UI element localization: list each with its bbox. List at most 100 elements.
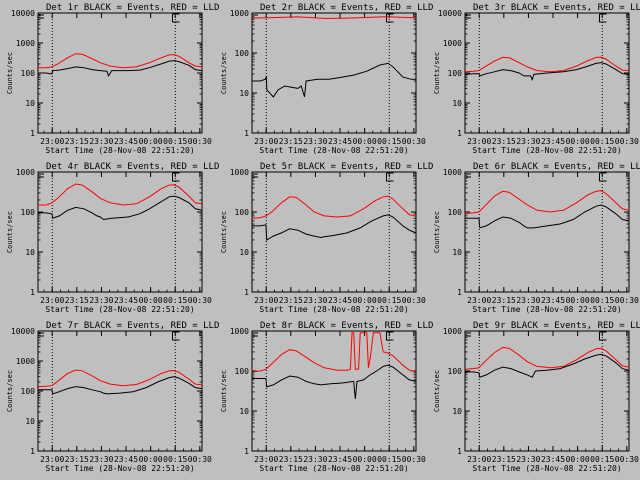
panel-det-7r: Det 7r BLACK = Events, RED = LLD 1 10 100 10…: [6, 321, 219, 473]
series-line-lld: [464, 346, 630, 370]
series-line-events: [38, 376, 203, 395]
x-tick-label: 23:15: [492, 296, 516, 305]
y-tick-label: 10: [239, 407, 249, 416]
y-axis-label: Counts/sec: [220, 52, 228, 94]
x-tick-label: 00:15: [590, 137, 614, 146]
x-axis-label: Start Time (28-Nov-08 22:51:20): [45, 305, 194, 314]
series-line-lld: [464, 56, 630, 73]
series-line-lld: [38, 53, 203, 69]
x-tick-label: 00:15: [163, 296, 187, 305]
x-tick-label: 00:15: [377, 296, 401, 305]
x-tick-label: 00:30: [188, 137, 212, 146]
x-tick-label: 23:30: [303, 137, 327, 146]
x-tick-label: 23:00: [467, 137, 491, 146]
panel-det-4r: Det 4r BLACK = Events, RED = LLD 1 10 100 10…: [6, 162, 219, 314]
panel-det-1r: Det 1r BLACK = Events, RED = LLD 1 10 100 10…: [6, 3, 219, 155]
y-tick-label: 1: [30, 129, 35, 138]
x-tick-label: 00:00: [353, 296, 377, 305]
y-tick-label: 1: [244, 288, 249, 297]
x-tick-label: 00:00: [139, 296, 163, 305]
y-tick-label: 1000: [443, 327, 462, 336]
x-tick-label: 23:45: [328, 455, 352, 464]
y-axis-label: Counts/sec: [433, 52, 441, 94]
x-tick-label: 00:30: [615, 455, 639, 464]
panel-title: Det 6r BLACK = Events, RED = LLD: [473, 162, 640, 172]
x-tick-label: 00:30: [188, 455, 212, 464]
saa-flag-mark: [598, 172, 607, 182]
x-tick-label: 23:45: [541, 296, 565, 305]
x-tick-label: 00:30: [402, 455, 426, 464]
series-line-lld: [251, 332, 417, 373]
corner-tick-mark: [466, 332, 471, 337]
panel-det-6r: Det 6r BLACK = Events, RED = LLD 1 10 100 10…: [433, 162, 640, 314]
y-tick-label: 1000: [443, 168, 462, 177]
saa-flag-mark: [171, 172, 180, 182]
y-tick-label: 10000: [11, 327, 35, 336]
panel-det-8r: Det 8r BLACK = Events, RED = LLD 1 10 100 10…: [220, 321, 433, 473]
plot-frame: [37, 171, 203, 293]
y-tick-label: 1000: [16, 39, 35, 48]
x-axis-label: Start Time (28-Nov-08 22:51:20): [259, 146, 408, 155]
panel-title: Det 2r BLACK = Events, RED = LLD: [260, 3, 433, 13]
series-line-events: [464, 62, 630, 82]
series-line-lld: [251, 16, 417, 20]
x-tick-label: 00:00: [566, 455, 590, 464]
x-tick-label: 23:30: [89, 296, 113, 305]
x-tick-label: 23:15: [492, 455, 516, 464]
corner-tick-mark: [39, 173, 44, 178]
y-axis-label: Counts/sec: [220, 370, 228, 412]
y-tick-label: 10000: [438, 9, 462, 18]
y-tick-label: 100: [21, 387, 36, 396]
x-tick-label: 23:00: [254, 137, 278, 146]
y-axis-label: Counts/sec: [6, 52, 14, 94]
plot-frame: [251, 12, 417, 134]
panel-title: Det 4r BLACK = Events, RED = LLD: [46, 162, 219, 172]
x-tick-label: 23:45: [541, 137, 565, 146]
saa-flag-mark: [171, 331, 180, 341]
x-axis-label: Start Time (28-Nov-08 22:51:20): [45, 146, 194, 155]
series-line-events: [38, 195, 203, 221]
x-axis-label: Start Time (28-Nov-08 22:51:20): [45, 464, 194, 473]
x-tick-label: 00:15: [590, 455, 614, 464]
x-tick-label: 23:30: [89, 455, 113, 464]
y-tick-label: 1000: [230, 9, 249, 18]
y-tick-label: 1: [30, 447, 35, 456]
x-tick-label: 00:15: [163, 137, 187, 146]
y-tick-label: 10: [25, 417, 35, 426]
x-axis-label: Start Time (28-Nov-08 22:51:20): [472, 305, 621, 314]
corner-tick-mark: [253, 332, 258, 337]
y-tick-label: 100: [448, 69, 463, 78]
y-tick-label: 10: [239, 89, 249, 98]
x-tick-label: 00:00: [139, 455, 163, 464]
y-tick-label: 100: [235, 49, 250, 58]
plot-frame: [251, 171, 417, 293]
plot-frame: [251, 330, 417, 452]
y-tick-label: 1: [457, 447, 462, 456]
y-tick-label: 10: [239, 248, 249, 257]
x-tick-label: 00:30: [615, 296, 639, 305]
series-line-lld: [38, 183, 203, 206]
panel-det-5r: Det 5r BLACK = Events, RED = LLD 1 10 100 10…: [220, 162, 433, 314]
y-tick-label: 10: [452, 407, 462, 416]
series-line-events: [38, 60, 203, 78]
x-tick-label: 23:00: [467, 455, 491, 464]
x-axis-label: Start Time (28-Nov-08 22:51:20): [472, 464, 621, 473]
x-axis-label: Start Time (28-Nov-08 22:51:20): [259, 464, 408, 473]
x-tick-label: 23:15: [279, 137, 303, 146]
panel-title: Det 5r BLACK = Events, RED = LLD: [260, 162, 433, 172]
series-line-lld: [37, 369, 203, 388]
corner-tick-mark: [39, 14, 44, 19]
x-tick-label: 23:15: [279, 296, 303, 305]
y-tick-label: 100: [235, 208, 250, 217]
y-tick-label: 10000: [11, 9, 35, 18]
x-tick-label: 00:00: [566, 296, 590, 305]
y-tick-label: 1: [244, 447, 249, 456]
x-axis-label: Start Time (28-Nov-08 22:51:20): [259, 305, 408, 314]
x-tick-label: 23:00: [40, 296, 64, 305]
x-tick-label: 00:00: [139, 137, 163, 146]
panel-det-2r: Det 2r BLACK = Events, RED = LLD 1 10 100 10…: [220, 3, 433, 155]
panel-det-3r: Det 3r BLACK = Events, RED = LLD 1 10 100 10…: [433, 3, 640, 155]
x-tick-label: 23:00: [40, 137, 64, 146]
series-line-events: [252, 364, 417, 400]
